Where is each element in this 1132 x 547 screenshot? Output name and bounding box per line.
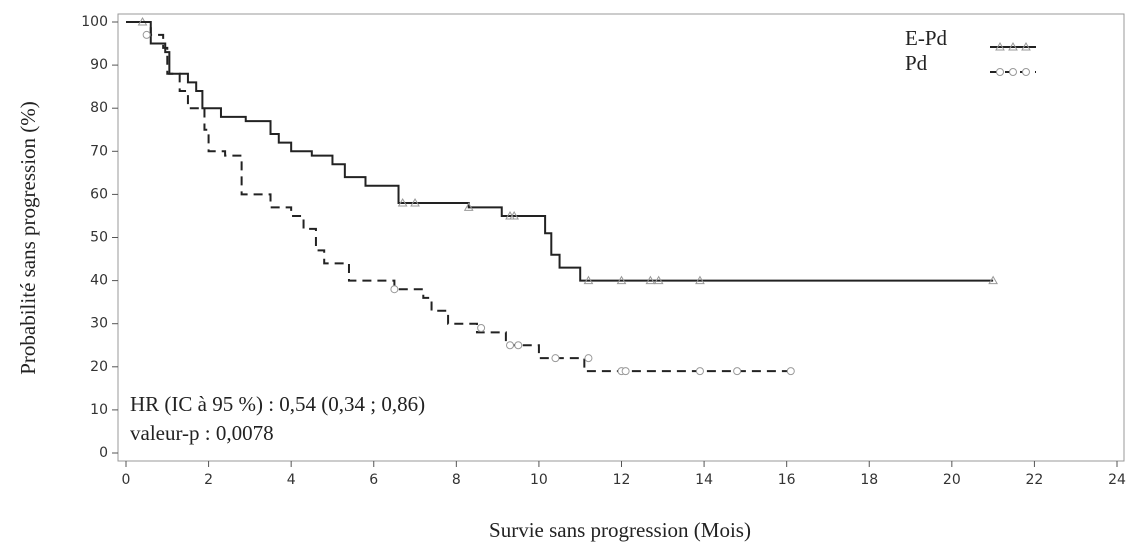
legend-marker [1021,41,1031,51]
censor-mark [390,285,399,294]
x-tick-label: 12 [613,472,631,488]
censor-mark [621,367,630,376]
censor-mark [695,275,705,285]
x-tick-label: 0 [122,472,131,488]
legend-marker [995,41,1005,51]
censor-mark [584,354,593,363]
censor-mark [514,341,523,350]
censor-mark [410,198,420,207]
censor-mark [509,210,520,220]
legend-marker [1022,68,1030,76]
y-tick-label: 100 [81,14,108,30]
x-tick-label: 8 [452,472,461,488]
y-tick-label: 80 [90,100,108,116]
censor-mark [733,367,742,376]
x-tick-label: 14 [695,472,713,488]
y-tick-label: 0 [99,445,108,461]
censor-mark [988,275,998,285]
legend-marker [996,68,1004,76]
x-tick-label: 16 [778,472,796,488]
y-tick-label: 70 [90,143,108,159]
censor-mark [142,30,151,39]
y-tick-label: 40 [90,273,108,289]
y-tick-label: 60 [90,186,108,202]
x-axis-label: Survie sans progression (Mois) [489,518,751,542]
annotation: HR (IC à 95 %) : 0,54 (0,34 ; 0,86) [130,392,425,416]
censor-mark [645,275,656,285]
x-tick-label: 6 [369,472,378,488]
censor-mark [695,367,704,376]
x-tick-label: 22 [1026,472,1044,488]
censor-mark [477,324,486,333]
x-tick-label: 18 [860,472,878,488]
y-tick-label: 50 [90,230,108,246]
y-tick-label: 30 [90,316,108,332]
censor-mark [583,275,594,285]
y-tick-label: 90 [90,57,108,73]
x-tick-label: 2 [204,472,213,488]
legend-label: Pd [905,51,928,75]
survival-line [126,21,791,373]
censor-mark [463,202,474,211]
legend-marker [1009,68,1017,76]
y-tick-label: 20 [90,359,108,375]
x-tick-label: 20 [943,472,961,488]
censor-mark [397,198,408,207]
censor-mark [653,275,664,285]
y-axis-label: Probabilité sans progression (%) [16,101,40,375]
x-tick-label: 10 [530,472,548,488]
censor-mark [786,367,795,376]
censor-mark [616,275,627,285]
y-tick-label: 10 [90,402,108,418]
legend-label: E-Pd [905,26,948,50]
x-tick-label: 4 [287,472,296,488]
survival-line [126,21,994,282]
x-tick-label: 24 [1108,472,1126,488]
censor-mark [551,354,560,363]
censor-mark [506,341,515,350]
annotation: valeur-p : 0,0078 [130,421,274,445]
legend-marker [1008,41,1018,51]
